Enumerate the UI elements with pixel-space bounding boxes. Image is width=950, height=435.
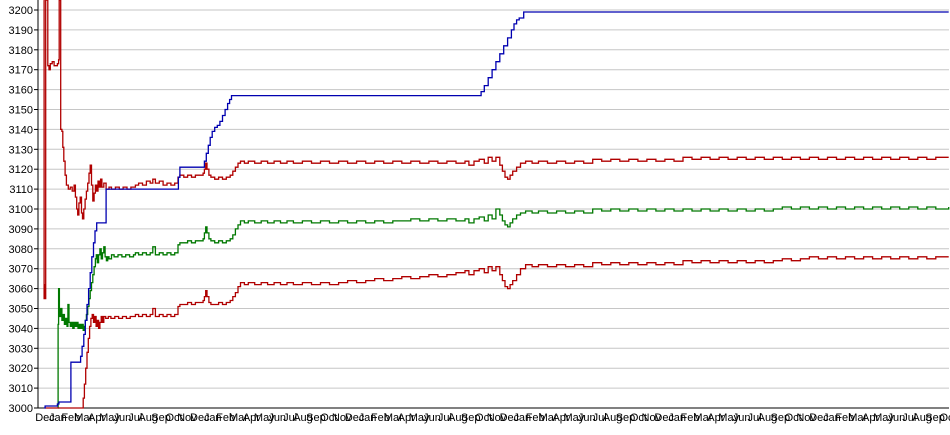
y-axis-label: 3080 <box>9 244 33 256</box>
x-axis-label: Feb <box>681 412 700 424</box>
y-axis-label: 3050 <box>9 304 33 316</box>
x-axis-label: May <box>254 412 275 424</box>
x-axis-label: Aug <box>603 412 623 424</box>
x-axis-label: Oct <box>630 412 647 424</box>
x-axis-label: Oct <box>785 412 802 424</box>
y-axis-label: 3120 <box>9 164 33 176</box>
x-axis-label: Dec <box>809 412 829 424</box>
x-axis-label: Jul <box>902 412 916 424</box>
y-axis-label: 3060 <box>9 284 33 296</box>
x-axis-label: Feb <box>526 412 545 424</box>
x-axis-label: Jun <box>268 412 286 424</box>
x-axis-label: Apr <box>88 412 105 424</box>
y-axis-label: 3010 <box>9 383 33 395</box>
x-axis-label: Nov <box>487 412 507 424</box>
series-blue-step-line <box>44 11 949 409</box>
x-axis-label: Mar <box>848 412 867 424</box>
x-axis-label: Jul <box>593 412 607 424</box>
x-axis-label: Dec <box>654 412 674 424</box>
x-axis-label: Feb <box>835 412 854 424</box>
x-axis-label: Apr <box>398 412 415 424</box>
y-axis-label: 3110 <box>9 184 33 196</box>
series-green-middle-band <box>57 206 950 409</box>
x-axis-label: Jan <box>513 412 531 424</box>
y-axis-label: 3040 <box>9 323 33 335</box>
x-axis-label: Jul <box>283 412 297 424</box>
y-axis-label: 3140 <box>9 124 33 136</box>
x-axis-label: Jan <box>49 412 67 424</box>
x-axis-label: Jul <box>438 412 452 424</box>
x-axis-label: May <box>99 412 120 424</box>
x-axis-label: Sep <box>925 412 945 424</box>
x-axis-label: Aug <box>758 412 778 424</box>
x-axis-label: Feb <box>61 412 80 424</box>
x-axis-label: Mar <box>693 412 712 424</box>
x-axis-label: Apr <box>862 412 879 424</box>
x-axis-label: Jul <box>128 412 142 424</box>
y-axis-label: 3200 <box>9 5 33 17</box>
x-axis-label: Oct <box>475 412 492 424</box>
x-axis-label: Sep <box>306 412 326 424</box>
x-axis-label: Feb <box>371 412 390 424</box>
x-axis-label: Jun <box>423 412 441 424</box>
y-axis-label: 3130 <box>9 144 33 156</box>
x-axis-label: Aug <box>138 412 158 424</box>
x-axis-label: Aug <box>912 412 932 424</box>
x-axis-label: Mar <box>74 412 93 424</box>
x-axis-label: Jan <box>204 412 222 424</box>
x-axis-label: Jun <box>888 412 906 424</box>
x-axis-label: May <box>564 412 585 424</box>
y-axis-label: 3180 <box>9 45 33 57</box>
x-axis-label: Nov <box>796 412 816 424</box>
x-axis-label: Sep <box>151 412 171 424</box>
x-axis-label: Jan <box>668 412 686 424</box>
y-axis-label: 3000 <box>9 403 33 415</box>
x-axis-label: Sep <box>771 412 791 424</box>
x-axis-label: Jan <box>823 412 841 424</box>
x-axis-label: Dec <box>35 412 55 424</box>
x-axis-label: May <box>873 412 894 424</box>
x-axis-label: Apr <box>243 412 260 424</box>
x-axis-label: Dec <box>190 412 210 424</box>
x-axis-label: May <box>718 412 739 424</box>
x-axis-label: Apr <box>707 412 724 424</box>
x-axis-label: Mar <box>384 412 403 424</box>
x-axis-label: Sep <box>461 412 481 424</box>
x-axis-label: Jan <box>359 412 377 424</box>
x-axis-label: Oct <box>939 412 950 424</box>
x-axis-label: Aug <box>448 412 468 424</box>
x-axis-label: Jun <box>578 412 596 424</box>
x-axis-label: Sep <box>616 412 636 424</box>
x-axis-label: Mar <box>229 412 248 424</box>
x-axis-label: Jun <box>733 412 751 424</box>
x-axis-label: Oct <box>320 412 337 424</box>
x-axis-label: Jul <box>747 412 761 424</box>
x-axis-label: Nov <box>332 412 352 424</box>
x-axis-label: Apr <box>552 412 569 424</box>
x-axis-label: Mar <box>539 412 558 424</box>
y-axis-label: 3030 <box>9 343 33 355</box>
x-axis-label: May <box>409 412 430 424</box>
series-red-lower-band <box>45 256 949 409</box>
y-axis-label: 3170 <box>9 65 33 77</box>
y-axis-label: 3100 <box>9 204 33 216</box>
y-axis-label: 3070 <box>9 264 33 276</box>
series-red-upper-band <box>43 0 949 300</box>
y-axis-label: 3090 <box>9 224 33 236</box>
x-axis-label: Jun <box>114 412 132 424</box>
y-axis-label: 3190 <box>9 25 33 37</box>
x-axis-label: Dec <box>500 412 520 424</box>
y-axis-label: 3020 <box>9 363 33 375</box>
y-axis-label: 3160 <box>9 85 33 97</box>
x-axis-label: Nov <box>177 412 197 424</box>
x-axis-label: Aug <box>293 412 313 424</box>
x-axis-label: Dec <box>345 412 365 424</box>
x-axis-label: Oct <box>165 412 182 424</box>
y-axis-label: 3150 <box>9 105 33 117</box>
x-axis-label: Nov <box>642 412 662 424</box>
x-axis-label: Feb <box>216 412 235 424</box>
